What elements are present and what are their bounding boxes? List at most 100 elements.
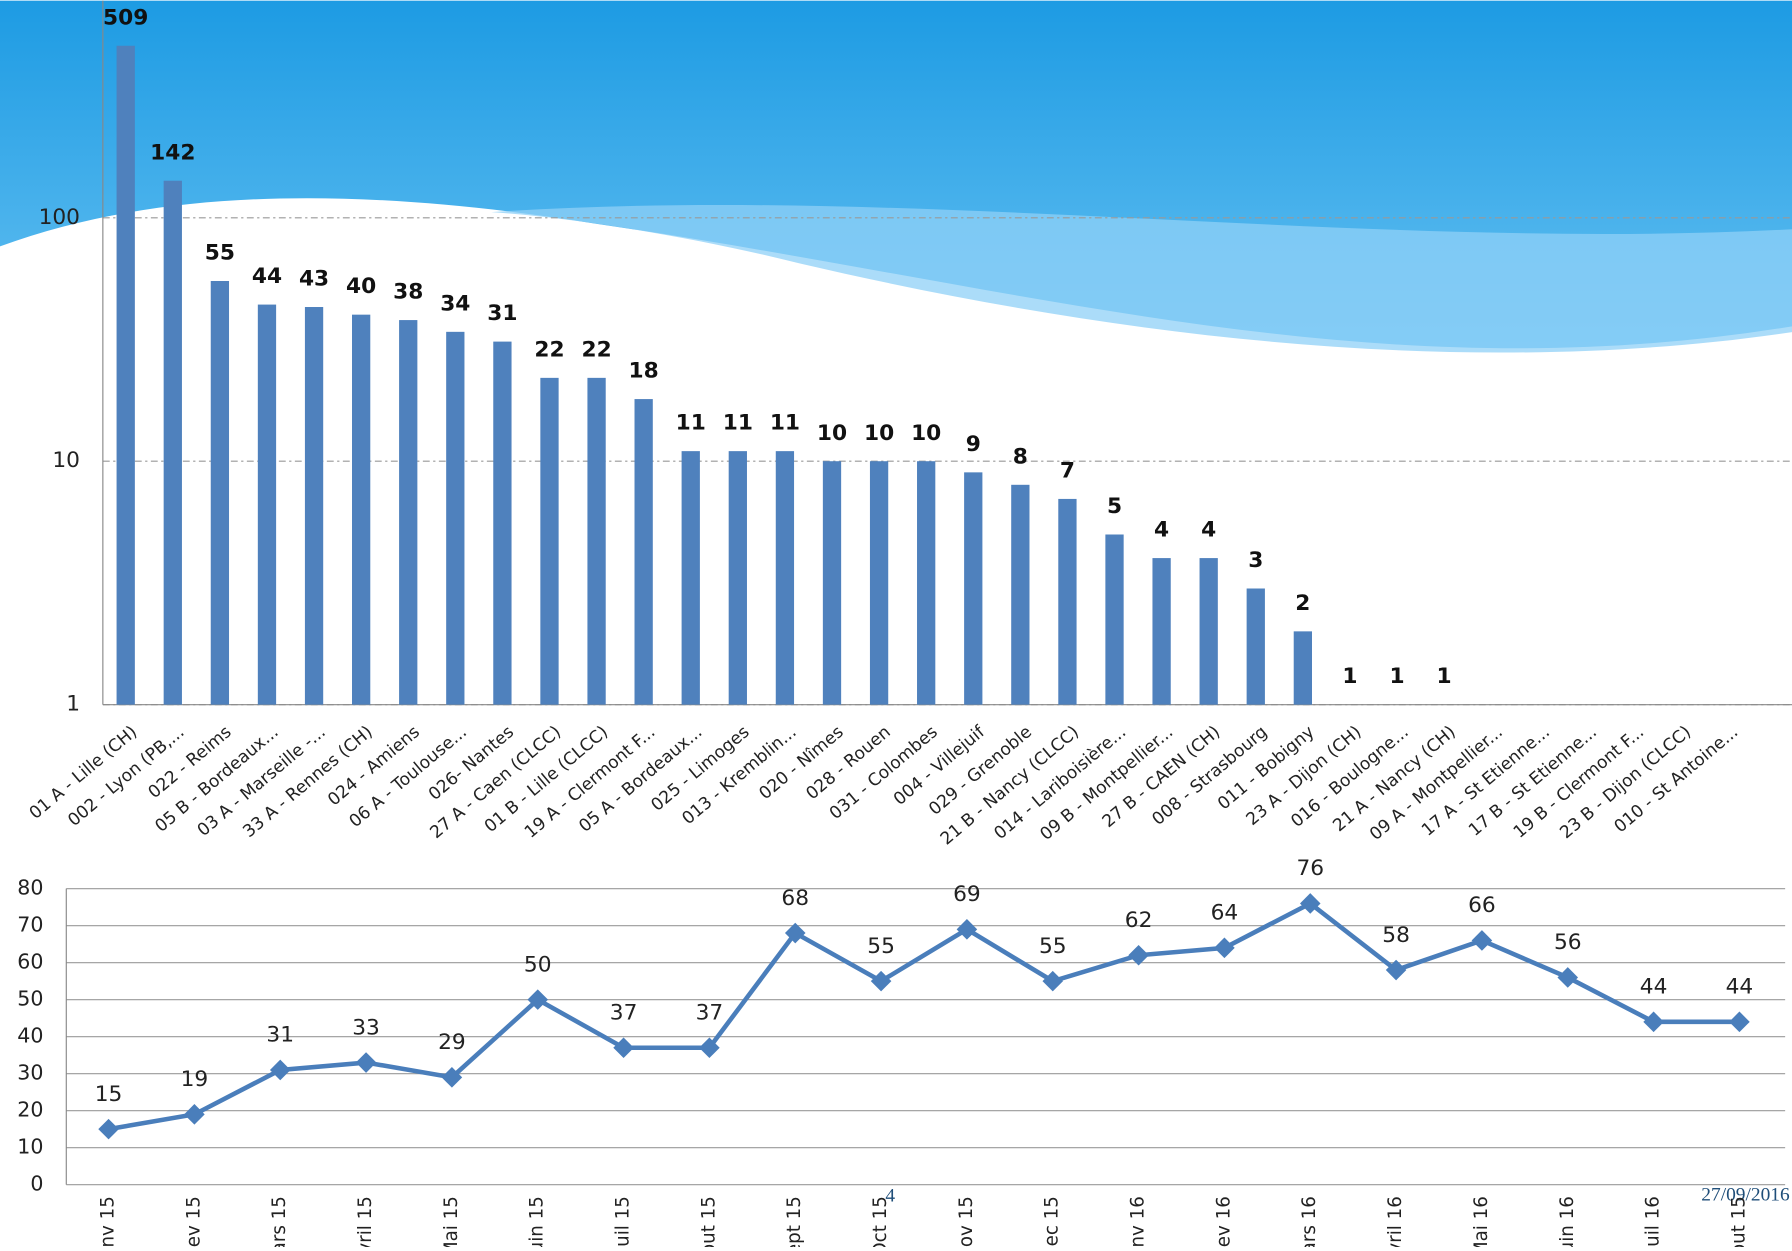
value-label: 22 xyxy=(581,337,611,362)
value-label: 38 xyxy=(393,280,423,305)
x-tick-label: Mars 15 xyxy=(269,1196,290,1247)
x-tick-label: Nov 15 xyxy=(956,1196,977,1247)
y-tick-label: 100 xyxy=(39,205,80,230)
bar xyxy=(164,181,182,705)
bar xyxy=(917,461,935,704)
x-tick-label: Avril 16 xyxy=(1385,1196,1406,1247)
value-label: 5 xyxy=(1107,494,1122,519)
slide: 4 27/09/2016 11010001 A - Lille (CH)5090… xyxy=(0,0,1792,1247)
y-tick-label: 50 xyxy=(17,987,43,1011)
bar xyxy=(1105,534,1123,704)
x-tick-label: Sept 15 xyxy=(784,1196,805,1247)
bar xyxy=(399,320,417,705)
bar xyxy=(540,378,558,705)
bar xyxy=(258,305,276,705)
value-label: 68 xyxy=(781,886,809,911)
value-label: 10 xyxy=(817,421,847,446)
value-label: 43 xyxy=(299,267,329,292)
value-label: 11 xyxy=(770,411,800,436)
value-label: 19 xyxy=(181,1067,209,1092)
y-tick-label: 10 xyxy=(52,448,80,473)
bar xyxy=(1200,558,1218,705)
x-tick-label: Janv 15 xyxy=(98,1196,119,1247)
x-tick-label: Mai 15 xyxy=(441,1196,462,1247)
value-label: 33 xyxy=(352,1015,380,1040)
value-label: 8 xyxy=(1013,444,1028,469)
bar xyxy=(352,315,370,705)
bar xyxy=(1011,485,1029,705)
y-tick-label: 40 xyxy=(17,1024,43,1048)
value-label: 7 xyxy=(1060,458,1075,483)
bar xyxy=(117,46,135,705)
y-tick-label: 0 xyxy=(30,1172,43,1196)
bar xyxy=(1058,499,1076,705)
x-tick-label: Oct 15 xyxy=(870,1196,891,1247)
bar xyxy=(635,399,653,705)
value-label: 10 xyxy=(864,421,894,446)
value-label: 31 xyxy=(487,301,517,326)
bar xyxy=(211,281,229,705)
value-label: 66 xyxy=(1468,893,1496,918)
x-tick-label: Avril 15 xyxy=(355,1196,376,1247)
value-label: 55 xyxy=(867,934,895,959)
value-label: 11 xyxy=(676,411,706,436)
value-label: 34 xyxy=(440,291,470,316)
x-tick-label: Juin 15 xyxy=(527,1196,548,1247)
value-label: 76 xyxy=(1296,856,1324,881)
y-tick-label: 80 xyxy=(17,876,43,900)
x-tick-label: Janv 16 xyxy=(1128,1196,1149,1247)
value-label: 11 xyxy=(723,411,753,436)
y-tick-label: 60 xyxy=(17,950,43,974)
bar xyxy=(682,451,700,705)
y-tick-label: 30 xyxy=(17,1061,43,1085)
value-label: 64 xyxy=(1211,901,1239,926)
y-tick-label: 10 xyxy=(17,1135,43,1159)
y-tick-label: 20 xyxy=(17,1098,43,1122)
bar xyxy=(870,461,888,704)
value-label: 44 xyxy=(1640,975,1668,1000)
bar xyxy=(823,461,841,704)
value-label: 15 xyxy=(95,1082,123,1107)
page: {"chart_data": [ {"type": "bar", "log_sc… xyxy=(0,0,1792,1247)
bar xyxy=(493,342,511,705)
value-label: 18 xyxy=(629,359,659,384)
x-tick-label: Mai 16 xyxy=(1471,1196,1492,1247)
bar xyxy=(729,451,747,705)
x-tick-label: Mars 16 xyxy=(1299,1196,1320,1247)
value-label: 44 xyxy=(1726,975,1754,1000)
value-label: 1 xyxy=(1342,664,1357,689)
value-label: 142 xyxy=(150,140,195,165)
value-label: 58 xyxy=(1382,923,1410,948)
value-label: 1 xyxy=(1437,664,1452,689)
value-label: 29 xyxy=(438,1030,466,1055)
bar xyxy=(1294,631,1312,704)
value-label: 4 xyxy=(1154,518,1169,543)
x-tick-label: Juin 16 xyxy=(1557,1196,1578,1247)
value-label: 40 xyxy=(346,274,376,299)
value-label: 22 xyxy=(534,337,564,362)
bar xyxy=(305,307,323,705)
value-label: 2 xyxy=(1295,591,1310,616)
value-label: 44 xyxy=(252,264,282,289)
bar xyxy=(1152,558,1170,705)
value-label: 4 xyxy=(1201,518,1216,543)
bar xyxy=(587,378,605,705)
value-label: 55 xyxy=(1039,934,1067,959)
x-tick-label: Fev 15 xyxy=(183,1196,204,1247)
x-tick-label: Aout 15 xyxy=(1728,1196,1749,1247)
value-label: 56 xyxy=(1554,930,1582,955)
x-tick-label: Aout 15 xyxy=(698,1196,719,1247)
value-label: 9 xyxy=(966,432,981,457)
bar xyxy=(964,472,982,704)
value-label: 62 xyxy=(1125,908,1153,933)
value-label: 37 xyxy=(610,1000,638,1025)
y-tick-label: 70 xyxy=(17,913,43,937)
value-label: 55 xyxy=(205,241,235,266)
bar xyxy=(446,332,464,705)
value-label: 3 xyxy=(1248,548,1263,573)
value-label: 50 xyxy=(524,952,552,977)
value-label: 10 xyxy=(911,421,941,446)
x-tick-label: Dec 15 xyxy=(1042,1196,1063,1247)
bar xyxy=(776,451,794,705)
value-label: 509 xyxy=(103,5,148,30)
